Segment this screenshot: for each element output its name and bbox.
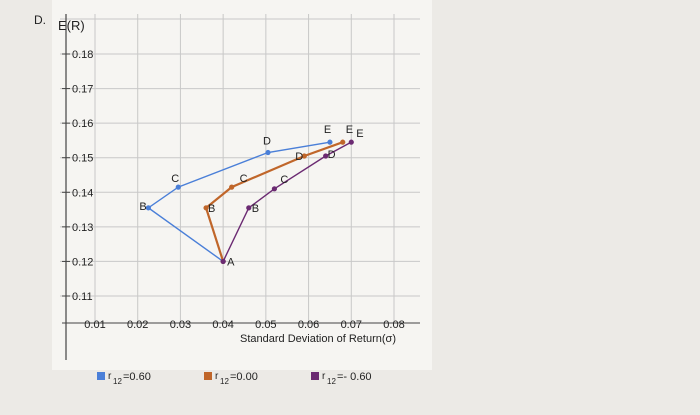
y-tick-label: 0.18 <box>72 49 93 61</box>
legend-r: r <box>322 371 326 382</box>
x-tick-label: 0.02 <box>127 319 148 331</box>
data-point-c <box>175 184 181 190</box>
legend-item-1: r 12 =0.60 <box>97 371 151 386</box>
point-label: D <box>328 149 336 161</box>
point-label: C <box>240 173 248 185</box>
y-axis-title: E(R) <box>58 18 85 33</box>
y-tick-label: 0.12 <box>72 256 93 268</box>
y-tick-label: 0.11 <box>72 291 93 303</box>
legend-value: =0.00 <box>230 371 258 383</box>
data-point-b <box>145 205 151 211</box>
data-point-c <box>271 186 277 192</box>
x-axis-title: Standard Deviation of Return(σ) <box>240 333 396 345</box>
point-label: E <box>346 124 353 136</box>
point-label: E <box>324 124 331 136</box>
legend-r: r <box>108 371 112 382</box>
legend-value: =- 0.60 <box>337 371 372 383</box>
data-point-e <box>340 139 346 145</box>
x-tick-label: 0.05 <box>255 319 276 331</box>
point-label: B <box>208 203 215 215</box>
grid <box>60 14 420 322</box>
y-tick-label: 0.15 <box>72 153 93 165</box>
legend-r: r <box>215 371 219 382</box>
y-tick-labels: 0.18 0.17 0.16 0.15 0.14 0.13 0.12 0.11 <box>62 49 93 303</box>
data-point-b <box>246 205 252 211</box>
legend-item-2: r 12 =0.00 <box>204 371 258 386</box>
legend-subscript: 12 <box>113 377 122 386</box>
data-point-d <box>265 149 271 156</box>
x-tick-label: 0.03 <box>170 319 191 331</box>
x-tick-label: 0.07 <box>341 319 362 331</box>
y-tick-label: 0.17 <box>72 84 93 96</box>
legend-swatch <box>97 372 105 380</box>
y-tick-label: 0.16 <box>72 118 93 130</box>
y-tick-label: 0.13 <box>72 222 93 234</box>
point-label: B <box>252 203 259 215</box>
data-point-c <box>229 184 235 190</box>
x-tick-label: 0.01 <box>84 319 105 331</box>
data-point-e <box>348 139 354 145</box>
y-tick-label: 0.14 <box>72 187 93 199</box>
data-point-d <box>323 153 329 159</box>
x-tick-label: 0.06 <box>298 319 319 331</box>
point-label: B <box>139 201 146 213</box>
point-label: A <box>227 256 235 268</box>
axes <box>62 14 420 360</box>
point-label: D <box>263 136 271 148</box>
data-point-b <box>203 205 209 211</box>
legend-value: =0.60 <box>123 371 151 383</box>
legend-subscript: 12 <box>220 377 229 386</box>
x-tick-label: 0.08 <box>383 319 404 331</box>
data-point-a <box>220 258 226 265</box>
x-tick-labels: 0.01 0.02 0.03 0.04 0.05 0.06 0.07 0.08 <box>84 319 404 331</box>
point-label: E <box>356 128 363 140</box>
panel-label: D. <box>34 13 46 27</box>
legend-swatch <box>204 372 212 380</box>
point-label: C <box>171 173 179 185</box>
data-point-e <box>327 139 333 145</box>
point-label: C <box>280 174 288 186</box>
legend-subscript: 12 <box>327 377 336 386</box>
legend-item-3: r 12 =- 0.60 <box>311 371 372 386</box>
legend-swatch <box>311 372 319 380</box>
point-label: D <box>295 151 303 163</box>
data-point-d <box>301 153 307 159</box>
legend: r 12 =0.60 r 12 =0.00 r 12 =- 0.60 <box>97 371 372 386</box>
paper-area <box>52 0 432 370</box>
x-tick-label: 0.04 <box>212 319 233 331</box>
